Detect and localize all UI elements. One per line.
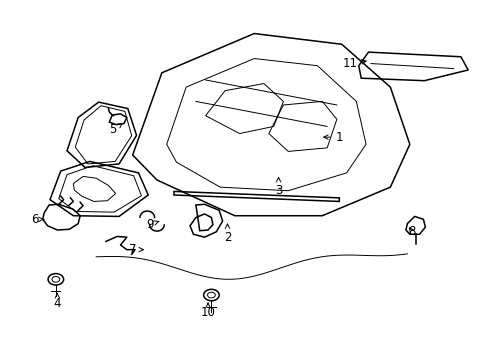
Text: 4: 4 [54, 293, 61, 310]
Text: 5: 5 [109, 123, 122, 136]
Text: 9: 9 [145, 218, 159, 231]
Text: 1: 1 [323, 131, 343, 144]
Text: 2: 2 [224, 224, 231, 244]
Text: 6: 6 [31, 213, 44, 226]
Text: 8: 8 [407, 225, 415, 238]
Text: 10: 10 [200, 303, 215, 319]
Text: 11: 11 [342, 57, 366, 71]
Text: 7: 7 [129, 243, 143, 256]
Text: 3: 3 [274, 177, 282, 197]
